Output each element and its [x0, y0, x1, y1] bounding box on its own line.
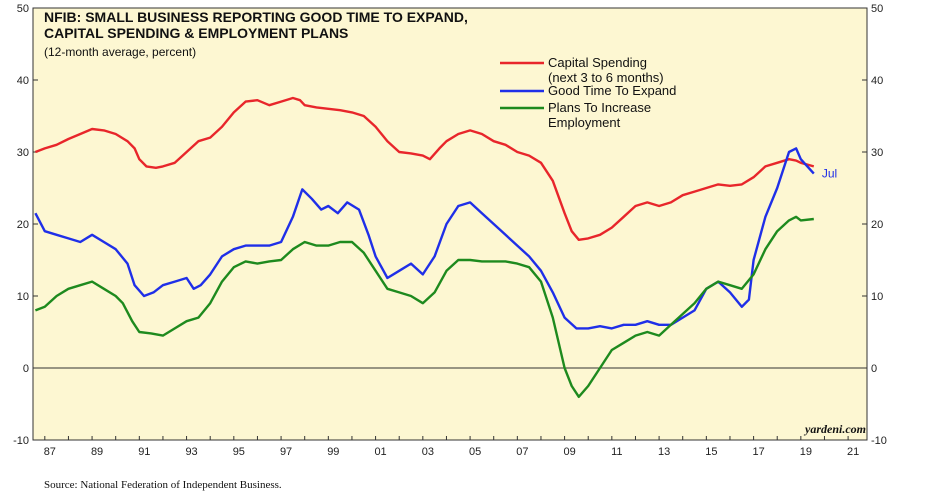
y-tick-label-right: 20: [871, 219, 883, 231]
source-note: Source: National Federation of Independe…: [44, 479, 282, 491]
x-tick-label: 99: [327, 446, 339, 458]
y-tick-label-left: 50: [17, 3, 29, 15]
end-label-jul: Jul: [822, 167, 837, 181]
legend-label: (next 3 to 6 months): [548, 70, 664, 85]
x-tick-label: 89: [91, 446, 103, 458]
series-line-0: [34, 96, 815, 241]
x-tick-label: 87: [44, 446, 56, 458]
x-tick-label: 05: [469, 446, 481, 458]
chart-subtitle: (12-month average, percent): [44, 45, 196, 59]
y-tick-label-left: 20: [17, 219, 29, 231]
x-tick-label: 91: [138, 446, 150, 458]
y-tick-label-right: 0: [871, 363, 877, 375]
legend: Capital Spending(next 3 to 6 months)Good…: [500, 55, 676, 130]
x-tick-label: 09: [563, 446, 575, 458]
x-tick-label: 97: [280, 446, 292, 458]
chart-title-line-2: CAPITAL SPENDING & EMPLOYMENT PLANS: [44, 25, 348, 41]
x-tick-label: 11: [611, 446, 622, 458]
legend-label: Employment: [548, 115, 621, 130]
y-tick-label-left: 0: [23, 363, 29, 375]
legend-label: Good Time To Expand: [548, 83, 676, 98]
y-tick-label-left: 30: [17, 147, 29, 159]
x-tick-label: 95: [233, 446, 245, 458]
x-tick-label: 01: [374, 446, 386, 458]
chart-title-line-1: NFIB: SMALL BUSINESS REPORTING GOOD TIME…: [44, 9, 468, 25]
chart-text: NFIB: SMALL BUSINESS REPORTING GOOD TIME…: [44, 9, 866, 491]
watermark: yardeni.com: [803, 422, 866, 436]
series-line-2: [34, 215, 814, 398]
x-tick-label: 03: [422, 446, 434, 458]
x-tick-label: 13: [658, 446, 670, 458]
series-lines: Jul: [34, 96, 837, 398]
legend-label: Capital Spending: [548, 55, 647, 70]
x-tick-label: 21: [847, 446, 859, 458]
y-tick-label-right: 40: [871, 75, 883, 87]
y-tick-label-right: 50: [871, 3, 883, 15]
plot-area: [32, 7, 868, 441]
x-tick-label: 15: [705, 446, 717, 458]
x-tick-label: 19: [800, 446, 812, 458]
x-tick-label: 17: [752, 446, 764, 458]
series-line-1: [34, 147, 815, 330]
y-tick-label-left: 10: [17, 291, 29, 303]
legend-label: Plans To Increase: [548, 100, 651, 115]
x-tick-label: 07: [516, 446, 528, 458]
x-tick-label: 93: [185, 446, 197, 458]
y-tick-label-left: -10: [13, 435, 29, 447]
y-tick-label-right: 30: [871, 147, 883, 159]
y-tick-label-left: 40: [17, 75, 29, 87]
y-tick-label-right: 10: [871, 291, 883, 303]
y-tick-label-right: -10: [871, 435, 887, 447]
